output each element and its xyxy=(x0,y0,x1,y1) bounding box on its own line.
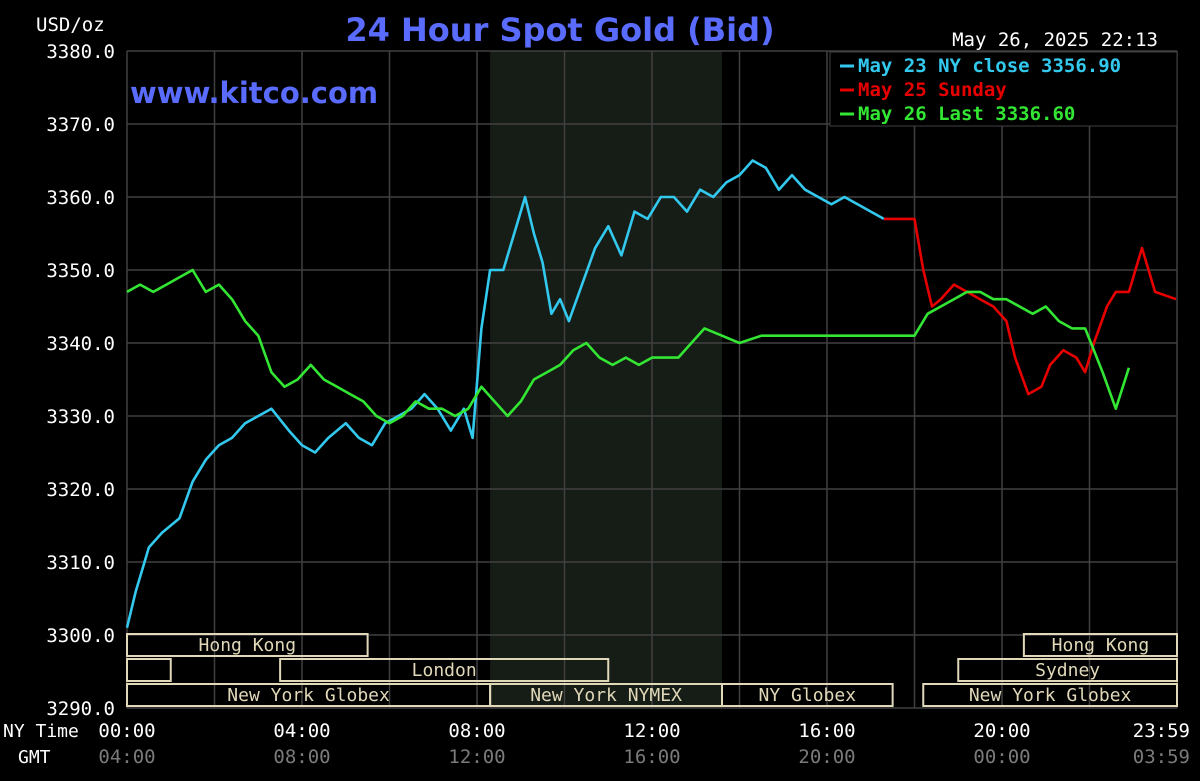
x-tick-label-gmt: 16:00 xyxy=(623,746,680,768)
session-label: NY Globex xyxy=(759,685,857,706)
y-tick-label: 3350.0 xyxy=(46,260,115,282)
y-unit-label: USD/oz xyxy=(36,14,105,36)
grid-lines xyxy=(126,50,1178,709)
legend-item: May 23 NY close 3356.90 xyxy=(858,55,1121,77)
y-tick-label: 3300.0 xyxy=(46,625,115,647)
y-tick-label: 3380.0 xyxy=(46,41,115,63)
x-tick-label-gmt: 03:59 xyxy=(1133,746,1190,768)
y-tick-label: 3310.0 xyxy=(46,552,115,574)
x-axis: 00:00 04:00 04:00 08:00 08:00 12:00 12:00 16:00… xyxy=(3,720,1190,768)
series-line-3 xyxy=(126,268,1131,425)
chart-title: 24 Hour Spot Gold (Bid) xyxy=(345,11,774,49)
session-bar xyxy=(721,683,894,707)
x-tick-label-ny: 20:00 xyxy=(973,720,1030,742)
y-axis: 3380.0 3370.0 3360.0 3350.0 3340.0 3330.0 3320… xyxy=(46,41,115,720)
legend-item: May 26 Last 3336.60 xyxy=(858,103,1075,125)
legend-box xyxy=(829,51,1178,127)
kitco-watermark: www.kitco.com xyxy=(130,76,378,110)
session-bar xyxy=(922,683,1178,707)
session-bar xyxy=(1022,633,1178,657)
session-label: New York Globex xyxy=(227,685,390,706)
series-line-2 xyxy=(883,217,1177,396)
x-tick-label-ny: 16:00 xyxy=(798,720,855,742)
session-label: London xyxy=(412,660,477,681)
trading-sessions: Hong Kong Hong Kong London Sydney New York G… xyxy=(126,633,1178,707)
series-line-1 xyxy=(125,159,885,629)
x-tick-label-ny: 04:00 xyxy=(273,720,330,742)
y-tick-label: 3340.0 xyxy=(46,333,115,355)
y-tick-label: 3360.0 xyxy=(46,187,115,209)
x-tick-label-ny: 23:59 xyxy=(1133,720,1190,742)
market-hours-shading xyxy=(490,51,722,708)
session-label: Hong Kong xyxy=(1052,635,1150,656)
x-tick-label-gmt: 04:00 xyxy=(98,746,155,768)
y-tick-label: 3320.0 xyxy=(46,479,115,501)
x-tick-label-gmt: 20:00 xyxy=(798,746,855,768)
x-tick-label-ny: 08:00 xyxy=(448,720,505,742)
session-bar xyxy=(126,658,172,682)
x-tick-label-ny: 12:00 xyxy=(623,720,680,742)
price-series xyxy=(125,159,1177,629)
session-label: New York NYMEX xyxy=(530,685,682,706)
session-bar xyxy=(957,658,1178,682)
legend-item: May 25 Sunday xyxy=(858,79,1007,101)
session-label: New York Globex xyxy=(969,685,1132,706)
y-tick-label: 3330.0 xyxy=(46,406,115,428)
x-tick-label-gmt: 12:00 xyxy=(448,746,505,768)
x-axis-row-label-ny: NY Time xyxy=(3,721,79,742)
session-bar xyxy=(279,658,610,682)
session-label: Hong Kong xyxy=(199,635,297,656)
x-tick-label-ny: 00:00 xyxy=(98,720,155,742)
x-tick-label-gmt: 00:00 xyxy=(973,746,1030,768)
timestamp: May 26, 2025 22:13 xyxy=(952,29,1158,51)
x-axis-row-label-gmt: GMT xyxy=(18,747,51,768)
y-tick-label: 3290.0 xyxy=(46,698,115,720)
session-bar xyxy=(126,633,369,657)
y-tick-label: 3370.0 xyxy=(46,114,115,136)
x-tick-label-gmt: 08:00 xyxy=(273,746,330,768)
session-label: Sydney xyxy=(1035,660,1100,681)
